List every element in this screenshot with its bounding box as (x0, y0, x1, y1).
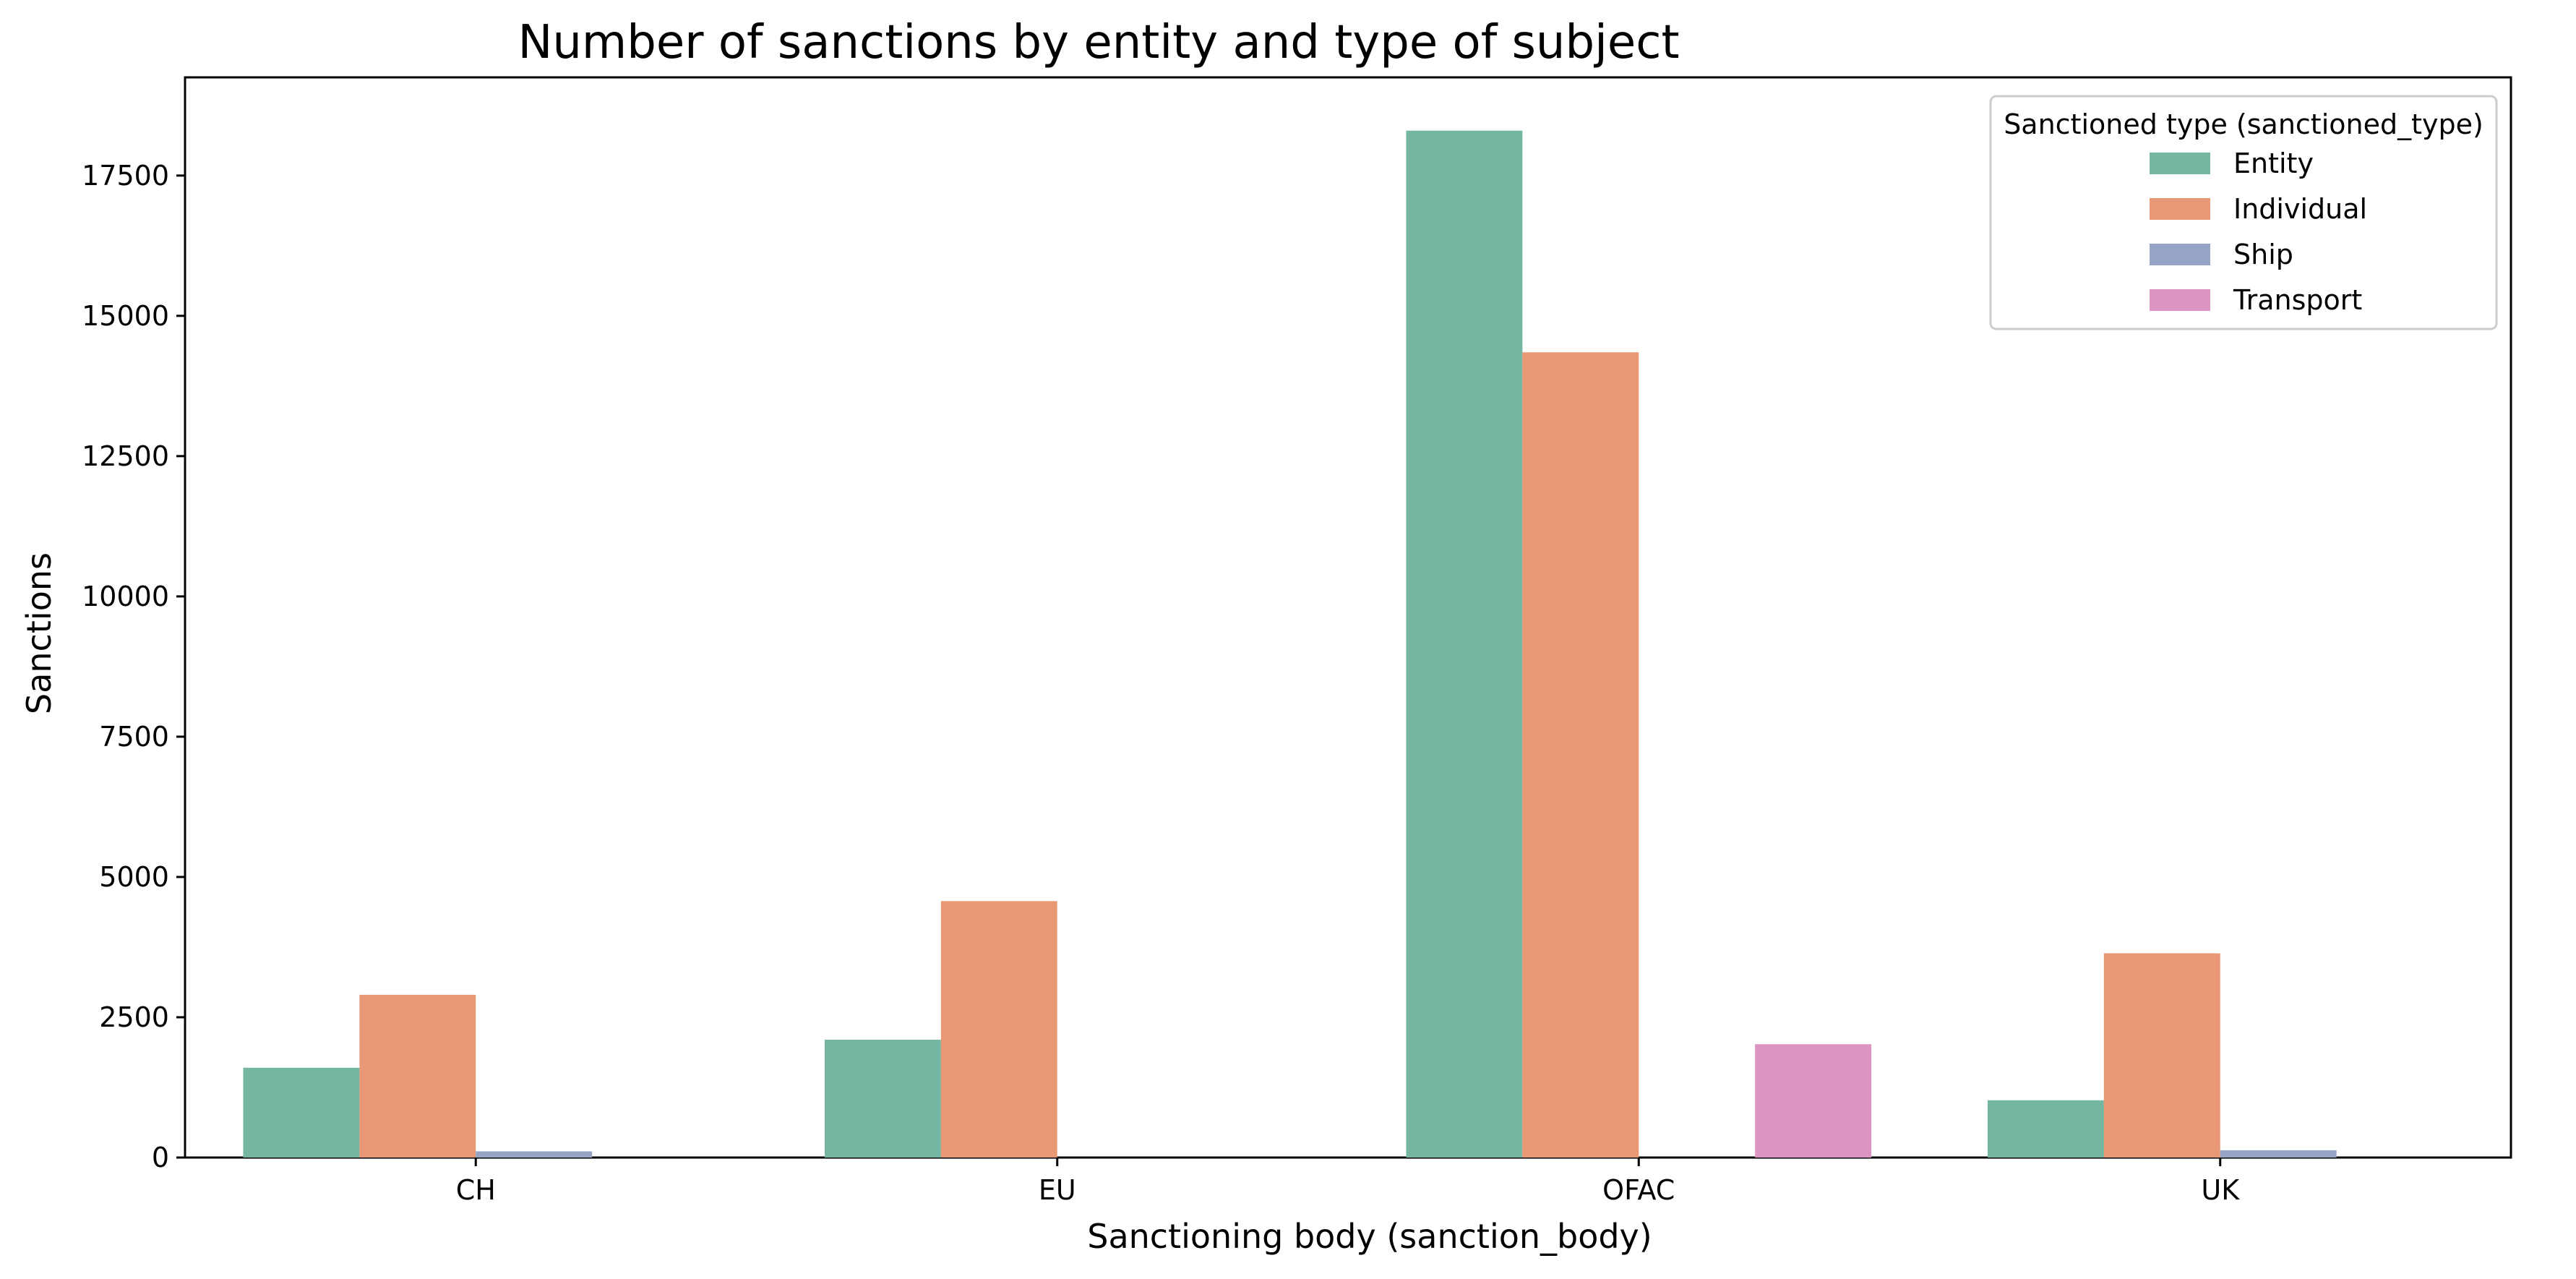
y-axis-label: Sanctions (20, 552, 59, 714)
x-tick-label: OFAC (1602, 1174, 1675, 1206)
bar-entity-uk (1987, 1100, 2104, 1158)
bar-ship-uk (2220, 1150, 2337, 1158)
legend-label-transport: Transport (2233, 284, 2362, 316)
legend-label-individual: Individual (2233, 193, 2367, 225)
y-tick-label: 7500 (99, 721, 169, 753)
bar-individual-eu (940, 901, 1057, 1158)
bar-ship-ch (476, 1151, 593, 1158)
bar-entity-eu (824, 1040, 941, 1158)
x-tick-label: EU (1039, 1174, 1076, 1206)
legend-swatch-ship (2150, 244, 2210, 265)
y-tick-label: 17500 (82, 160, 169, 192)
bar-individual-ch (359, 994, 476, 1158)
legend-label-entity: Entity (2233, 147, 2314, 179)
y-tick-label: 2500 (99, 1001, 169, 1033)
plot-frame (184, 76, 2512, 1159)
legend-title: Sanctioned type (sanctioned_type) (2004, 108, 2483, 140)
bar-transport-ofac (1755, 1044, 1872, 1158)
y-tick-label: 0 (152, 1142, 169, 1173)
legend-swatch-entity (2150, 153, 2210, 174)
bar-entity-ofac (1406, 130, 1523, 1158)
chart-title: Number of sanctions by entity and type o… (518, 16, 1679, 69)
y-tick-label: 5000 (99, 861, 169, 893)
bar-individual-ofac (1522, 352, 1639, 1158)
y-tick-label: 10000 (82, 581, 169, 612)
legend-box (1989, 95, 2498, 330)
bar-entity-ch (243, 1067, 360, 1158)
y-tick-label: 15000 (82, 300, 169, 332)
x-axis-label: Sanctioning body (sanction_body) (1087, 1217, 1652, 1256)
legend: Sanctioned type (sanctioned_type) Entity I… (1989, 95, 2498, 330)
x-tick-label: CH (456, 1174, 496, 1206)
legend-swatch-individual (2150, 198, 2210, 220)
bar-individual-uk (2103, 953, 2220, 1158)
plot-area: 0 2500 5000 7500 10000 12500 15000 17500 CH EU OFA… (82, 76, 2512, 1206)
legend-label-ship: Ship (2233, 239, 2293, 270)
y-tick-label: 12500 (82, 440, 169, 472)
x-tick-label: UK (2201, 1174, 2240, 1206)
legend-swatch-transport (2150, 289, 2210, 311)
